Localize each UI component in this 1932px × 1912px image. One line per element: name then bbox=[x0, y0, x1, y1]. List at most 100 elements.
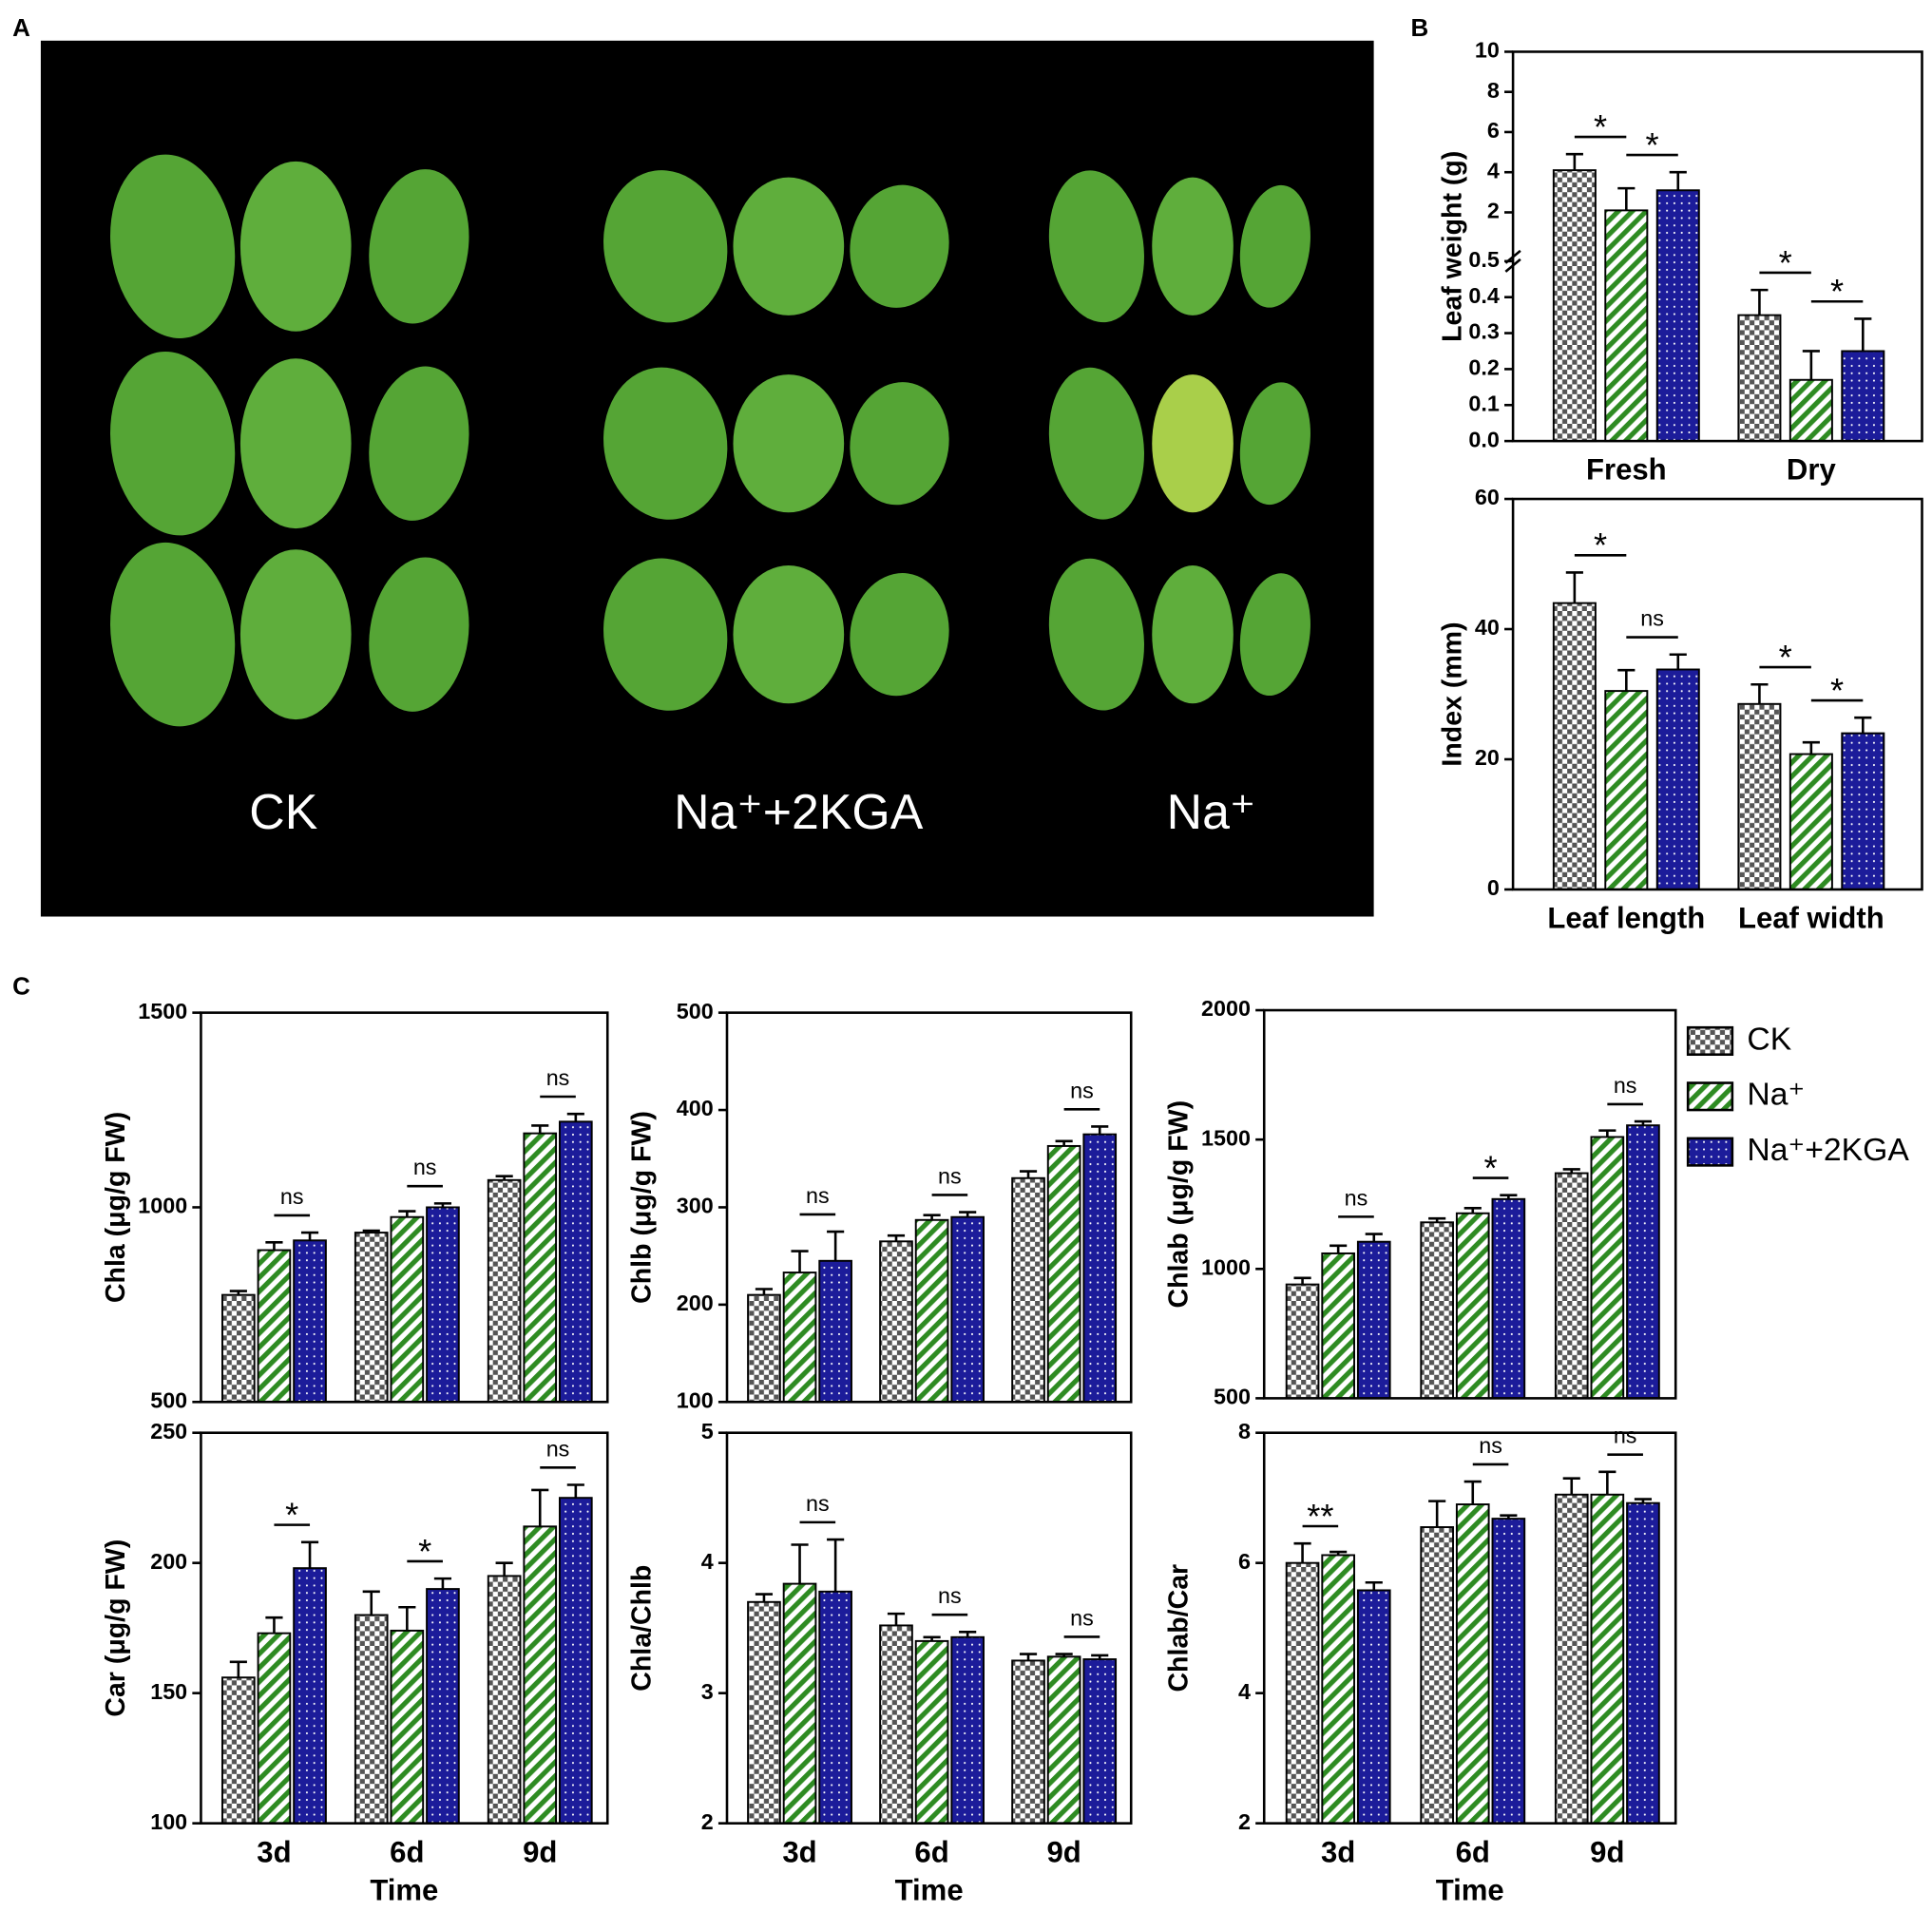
annotation: ns bbox=[546, 1436, 570, 1461]
annotation: ns bbox=[806, 1183, 830, 1208]
bar bbox=[293, 1239, 327, 1404]
y-tick-label: 500 bbox=[677, 999, 714, 1023]
leaf bbox=[1239, 573, 1310, 697]
bar bbox=[1789, 753, 1833, 890]
bar bbox=[1841, 350, 1885, 443]
y-tick-label: 150 bbox=[150, 1679, 187, 1704]
bar bbox=[950, 1635, 985, 1825]
leaf bbox=[1048, 367, 1144, 520]
y-tick-label: 0.5 bbox=[1468, 247, 1499, 272]
y-tick-label: 300 bbox=[677, 1194, 714, 1218]
y-tick-label: 4 bbox=[1238, 1679, 1251, 1704]
legend-swatch bbox=[1686, 1081, 1734, 1112]
bar bbox=[1455, 1212, 1490, 1400]
y-tick-label: 2 bbox=[701, 1809, 714, 1834]
bar bbox=[523, 1525, 558, 1825]
annotation: * bbox=[285, 1495, 298, 1534]
y-axis-label: Chlab (μg/g FW) bbox=[1164, 1100, 1195, 1309]
bar bbox=[1626, 1124, 1660, 1400]
bar bbox=[1420, 1526, 1454, 1825]
annotation: ns bbox=[280, 1184, 304, 1209]
annotation: * bbox=[1594, 107, 1607, 146]
bar bbox=[1082, 1133, 1118, 1404]
bar bbox=[1046, 1655, 1081, 1825]
y-tick-label: 0.1 bbox=[1468, 391, 1499, 415]
bar bbox=[950, 1215, 985, 1404]
x-tick-label: Dry bbox=[1787, 453, 1837, 487]
y-tick-label: 40 bbox=[1475, 615, 1500, 640]
bar bbox=[1789, 378, 1833, 443]
y-tick-label: 0.0 bbox=[1468, 427, 1499, 451]
photo-label: Na⁺ bbox=[1167, 784, 1256, 839]
leaf bbox=[1239, 184, 1310, 308]
y-tick-label: 400 bbox=[677, 1096, 714, 1120]
x-tick-label: 3d bbox=[782, 1835, 816, 1868]
bar bbox=[487, 1178, 522, 1404]
bar bbox=[354, 1232, 389, 1404]
y-tick-label: 2 bbox=[1238, 1809, 1251, 1834]
panel-label: A bbox=[12, 15, 30, 42]
y-tick-label: 60 bbox=[1475, 485, 1500, 509]
leaf bbox=[239, 358, 352, 529]
leaf bbox=[1048, 170, 1144, 323]
y-tick-label: 250 bbox=[150, 1419, 187, 1444]
annotation: ns bbox=[806, 1491, 830, 1516]
bar bbox=[257, 1632, 292, 1825]
annotation: * bbox=[1779, 243, 1792, 282]
x-tick-label: 6d bbox=[914, 1835, 948, 1868]
photo-label: Na⁺+2KGA bbox=[674, 784, 924, 839]
annotation: ns bbox=[1614, 1424, 1637, 1448]
legend-label: CK bbox=[1747, 1021, 1791, 1057]
y-tick-label: 6 bbox=[1238, 1549, 1251, 1574]
x-axis-label: Time bbox=[895, 1873, 964, 1906]
leaf bbox=[110, 542, 236, 727]
annotation: ns bbox=[1614, 1073, 1637, 1098]
bar bbox=[1491, 1197, 1526, 1400]
y-tick-label: 100 bbox=[150, 1809, 187, 1834]
y-tick-label: 4 bbox=[1487, 158, 1500, 182]
bar bbox=[1046, 1144, 1081, 1404]
bar bbox=[1737, 314, 1782, 443]
leaf bbox=[603, 558, 728, 711]
annotation: * bbox=[1645, 125, 1658, 164]
x-axis-label: Time bbox=[370, 1873, 438, 1906]
bar bbox=[818, 1259, 852, 1404]
x-tick-label: 9d bbox=[1046, 1835, 1081, 1868]
leaf bbox=[1048, 558, 1144, 711]
legend-swatch bbox=[1686, 1025, 1734, 1057]
plot-frame bbox=[725, 1011, 1133, 1404]
annotation: ns bbox=[546, 1065, 570, 1090]
bar bbox=[782, 1582, 817, 1825]
bar bbox=[1841, 732, 1885, 890]
bar bbox=[1356, 1589, 1391, 1825]
annotation: ns bbox=[1345, 1185, 1368, 1210]
leaf bbox=[733, 177, 845, 315]
plot-frame bbox=[725, 1431, 1133, 1825]
bar bbox=[559, 1497, 593, 1825]
y-tick-label: 200 bbox=[677, 1291, 714, 1315]
x-tick-label: Leaf length bbox=[1547, 902, 1705, 935]
y-tick-label: 200 bbox=[150, 1549, 187, 1574]
bar bbox=[1626, 1501, 1660, 1825]
bar bbox=[523, 1132, 558, 1404]
x-tick-label: 3d bbox=[257, 1835, 291, 1868]
y-axis-label: Chlb (μg/g FW) bbox=[626, 1111, 657, 1304]
leaf bbox=[1239, 382, 1310, 506]
y-tick-label: 500 bbox=[150, 1387, 187, 1412]
bar bbox=[914, 1639, 949, 1825]
leaf bbox=[850, 382, 949, 506]
x-tick-label: 3d bbox=[1321, 1835, 1355, 1868]
legend-swatch bbox=[1686, 1137, 1734, 1167]
annotation: ns bbox=[1640, 606, 1664, 631]
bar bbox=[293, 1567, 327, 1825]
bar bbox=[782, 1271, 817, 1404]
y-tick-label: 5 bbox=[701, 1419, 714, 1444]
y-tick-label: 10 bbox=[1475, 38, 1500, 63]
bar bbox=[487, 1575, 522, 1825]
legend-label: Na⁺ bbox=[1747, 1077, 1805, 1113]
y-axis-label: Chla/Chlb bbox=[626, 1565, 657, 1692]
y-tick-label: 1500 bbox=[1201, 1125, 1251, 1150]
annotation: ns bbox=[938, 1583, 962, 1608]
bar bbox=[879, 1624, 913, 1825]
